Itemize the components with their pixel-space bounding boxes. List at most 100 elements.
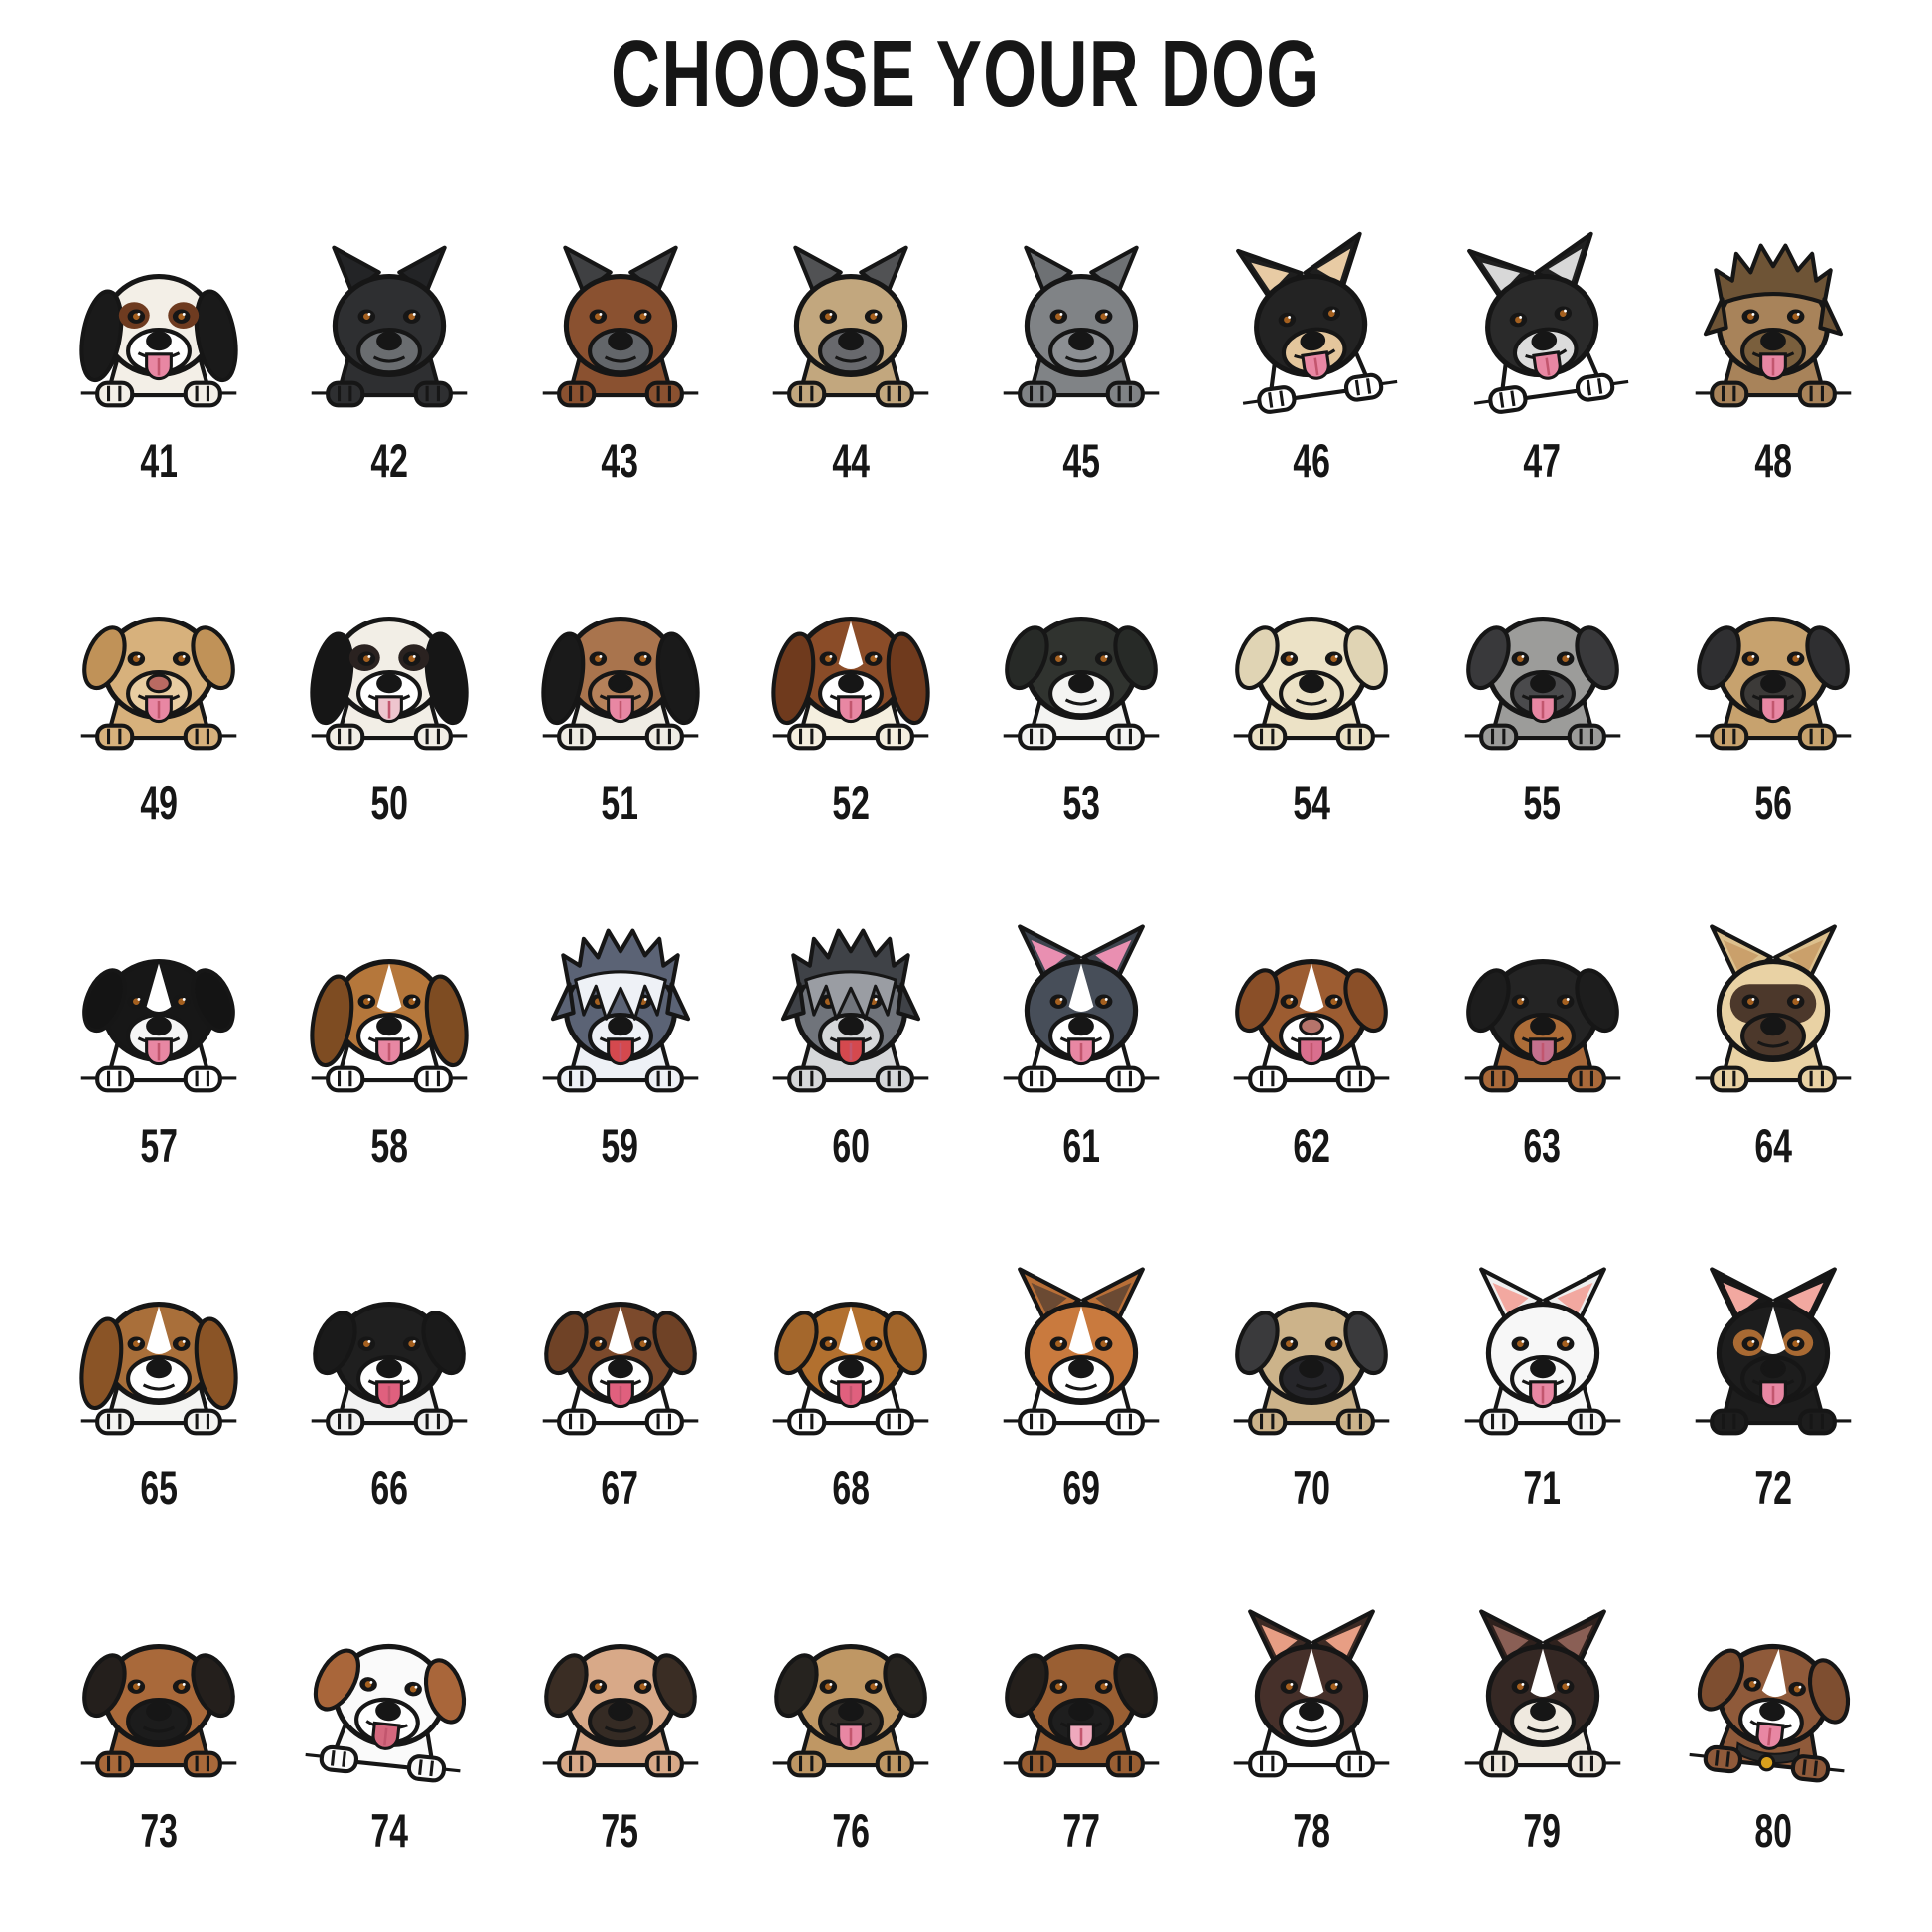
dog-number-label: 70 <box>1293 1461 1331 1514</box>
dog-option-76[interactable]: 76 <box>736 1525 966 1867</box>
dog-option-49[interactable]: 49 <box>44 497 274 840</box>
dog-option-55[interactable]: 55 <box>1428 497 1658 840</box>
dog-paws <box>787 1750 914 1778</box>
dog-option-66[interactable]: 66 <box>274 1182 504 1525</box>
dog-number-label: 45 <box>1062 434 1100 486</box>
cavalier-king-charles-tricolor-illustration <box>310 616 469 751</box>
dog-number-label: 63 <box>1523 1119 1562 1172</box>
dog-option-54[interactable]: 54 <box>1196 497 1427 840</box>
dog-number-label: 49 <box>140 776 178 829</box>
header: CHOOSE YOUR DOG <box>0 0 1932 149</box>
dog-nose <box>1068 673 1094 694</box>
dog-number-label: 71 <box>1523 1461 1562 1514</box>
dog-option-52[interactable]: 52 <box>736 497 966 840</box>
dog-tongue <box>145 1037 174 1066</box>
dog-option-59[interactable]: 59 <box>505 840 736 1182</box>
dog-option-69[interactable]: 69 <box>966 1182 1196 1525</box>
dog-option-70[interactable]: 70 <box>1196 1182 1427 1525</box>
dog-nose <box>1529 1358 1556 1379</box>
dog-eyes <box>1049 1336 1113 1351</box>
dog-option-73[interactable]: 73 <box>44 1525 274 1867</box>
dog-tongue <box>1298 1037 1326 1066</box>
dog-option-75[interactable]: 75 <box>505 1525 736 1867</box>
dog-option-68[interactable]: 68 <box>736 1182 966 1525</box>
floppy-ears <box>1005 625 1158 691</box>
dog-eyes <box>1049 1679 1113 1694</box>
cavalier-king-charles-black-tan-illustration <box>541 616 700 751</box>
beagle-illustration <box>310 958 469 1093</box>
dog-option-41[interactable]: 41 <box>44 155 274 497</box>
dog-eyes <box>819 1336 883 1351</box>
chihuahua-longhair-black-grey-illustration <box>1466 231 1628 414</box>
floppy-ears <box>82 968 235 1034</box>
floppy-ears <box>314 1648 467 1725</box>
dog-illustration-wrap <box>1671 207 1875 429</box>
dog-tongue <box>1758 695 1787 724</box>
dog-nose <box>838 1016 864 1036</box>
long-drop-ears <box>771 631 930 726</box>
dog-number-label: 43 <box>601 434 639 486</box>
boxer-light-fawn-illustration <box>542 1643 698 1778</box>
dog-paws <box>1710 380 1837 408</box>
dog-option-53[interactable]: 53 <box>966 497 1196 840</box>
dog-option-47[interactable]: 47 <box>1428 155 1658 497</box>
dog-eyes <box>1280 651 1343 666</box>
cavalier-king-charles-tricolor-illustration <box>79 273 238 408</box>
mouth-line <box>604 1725 636 1733</box>
dog-illustration-wrap <box>57 549 261 771</box>
dog-option-78[interactable]: 78 <box>1196 1525 1427 1867</box>
dog-option-63[interactable]: 63 <box>1428 840 1658 1182</box>
dog-number-label: 53 <box>1062 776 1100 829</box>
dog-option-48[interactable]: 48 <box>1658 155 1888 497</box>
dog-option-61[interactable]: 61 <box>966 840 1196 1182</box>
dog-number-label: 61 <box>1062 1119 1100 1172</box>
dog-eyes <box>1511 1336 1575 1351</box>
dog-option-43[interactable]: 43 <box>505 155 736 497</box>
dog-eyes <box>1280 1336 1343 1351</box>
dog-nose <box>607 331 633 351</box>
dog-option-64[interactable]: 64 <box>1658 840 1888 1182</box>
cavalier-king-charles-blenheim-illustration <box>771 616 930 751</box>
floppy-ears <box>1005 1653 1158 1719</box>
dog-option-80[interactable]: 80 <box>1658 1525 1888 1867</box>
dog-nose <box>1299 1358 1325 1379</box>
cane-corso-chestnut-illustration <box>542 245 698 408</box>
floppy-ears <box>1235 1311 1389 1376</box>
dog-option-56[interactable]: 56 <box>1658 497 1888 840</box>
dog-option-72[interactable]: 72 <box>1658 1182 1888 1525</box>
dog-option-58[interactable]: 58 <box>274 840 504 1182</box>
dog-nose <box>376 673 403 694</box>
dog-option-46[interactable]: 46 <box>1196 155 1427 497</box>
dog-number-label: 76 <box>832 1804 870 1857</box>
dog-paws <box>556 1750 684 1778</box>
long-drop-ears <box>79 289 238 383</box>
dog-eyes <box>589 1679 652 1694</box>
dog-option-60[interactable]: 60 <box>736 840 966 1182</box>
floppy-ears <box>543 1653 697 1719</box>
dog-eyes <box>1049 309 1113 324</box>
dog-option-51[interactable]: 51 <box>505 497 736 840</box>
dog-option-79[interactable]: 79 <box>1428 1525 1658 1867</box>
dog-option-42[interactable]: 42 <box>274 155 504 497</box>
dog-illustration-wrap <box>979 1577 1183 1799</box>
basenji-red-white-illustration <box>1003 1267 1160 1436</box>
dog-option-67[interactable]: 67 <box>505 1182 736 1525</box>
dog-option-45[interactable]: 45 <box>966 155 1196 497</box>
dog-option-62[interactable]: 62 <box>1196 840 1427 1182</box>
dog-eyes <box>1741 651 1805 666</box>
dog-option-57[interactable]: 57 <box>44 840 274 1182</box>
dog-illustration-wrap <box>979 549 1183 771</box>
dog-option-71[interactable]: 71 <box>1428 1182 1658 1525</box>
dog-option-50[interactable]: 50 <box>274 497 504 840</box>
dog-paws <box>556 380 684 408</box>
dog-muzzle <box>587 328 653 375</box>
dog-option-44[interactable]: 44 <box>736 155 966 497</box>
dog-paws <box>1018 380 1145 408</box>
dog-option-74[interactable]: 74 <box>274 1525 504 1867</box>
dog-paws <box>95 1750 222 1778</box>
bearded-collie-grey-illustration <box>772 928 929 1093</box>
dog-option-65[interactable]: 65 <box>44 1182 274 1525</box>
dog-option-77[interactable]: 77 <box>966 1525 1196 1867</box>
dog-tongue <box>836 1037 865 1066</box>
dog-illustration-wrap <box>518 207 723 429</box>
